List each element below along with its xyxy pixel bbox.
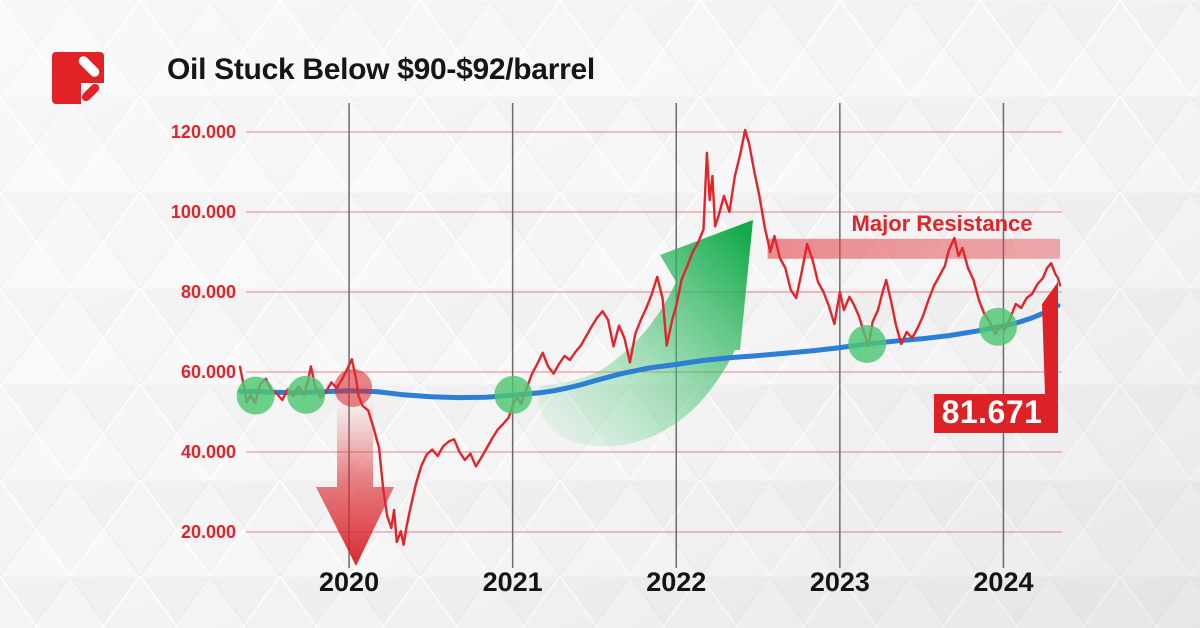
crash-down-arrow-icon — [316, 400, 394, 566]
resistance-zone-bar — [767, 238, 1061, 259]
last-price-badge — [934, 394, 1058, 433]
x-tick-label: 2023 — [810, 567, 870, 597]
trend-touch-marker — [978, 307, 1017, 346]
y-tick-label: 100.000 — [171, 202, 236, 222]
x-tick-label: 2020 — [319, 567, 379, 597]
trend-touch-marker — [494, 375, 533, 414]
trend-line — [237, 303, 1061, 401]
y-tick-label: 20.000 — [181, 522, 236, 542]
trend-touch-marker — [848, 325, 887, 363]
oil-price-line — [238, 128, 1062, 546]
logo-bottom-slash — [81, 83, 100, 102]
trend-touch-marker — [287, 375, 326, 414]
touch-markers — [236, 307, 1017, 415]
brand-logo — [52, 52, 104, 104]
axis-labels: 2020 2021 2022 2023 2024 120.000 100.000 80.000… — [171, 122, 1034, 597]
y-tick-label: 80.000 — [181, 282, 236, 302]
brand-logo-glyph — [78, 56, 104, 104]
x-tick-label: 2022 — [646, 567, 706, 597]
logo-top-slash — [78, 56, 100, 77]
rally-up-arrow-icon — [538, 220, 753, 447]
trend-touch-marker — [236, 376, 275, 415]
x-tick-label: 2021 — [483, 567, 543, 597]
breakdown-marker — [334, 369, 373, 407]
resistance-label: Major Resistance — [852, 211, 1033, 236]
y-tick-label: 120.000 — [171, 122, 236, 142]
x-tick-label: 2024 — [973, 567, 1033, 597]
last-price-value: 81.671 — [942, 394, 1043, 430]
y-tick-label: 40.000 — [181, 442, 236, 462]
y-tick-label: 60.000 — [181, 362, 236, 382]
page-title: Oil Stuck Below $90-$92/barrel — [167, 53, 595, 86]
resistance-zone-layer — [767, 238, 1061, 259]
